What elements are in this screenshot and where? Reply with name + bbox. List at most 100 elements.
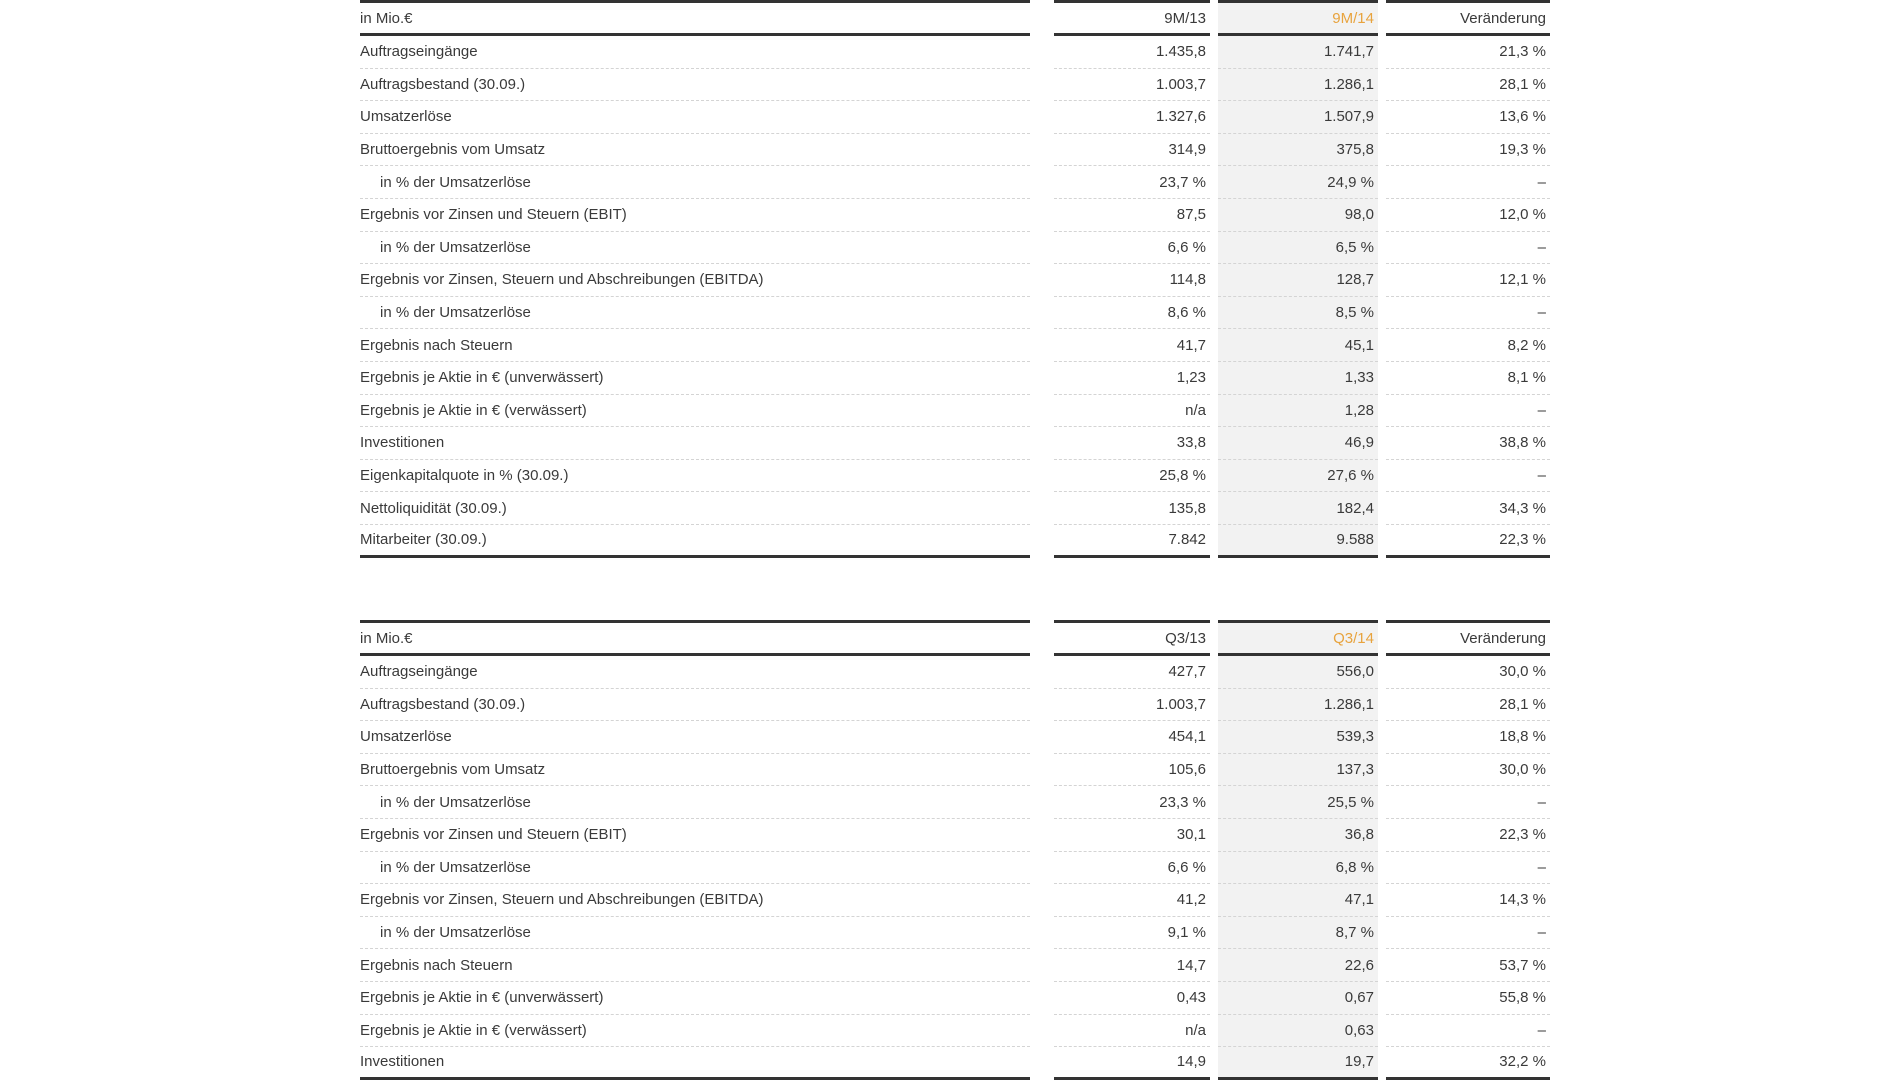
row-label: Ergebnis vor Zinsen und Steuern (EBIT): [360, 199, 1030, 232]
change-value: 28,1 %: [1386, 69, 1550, 102]
current-period-value: 8,5 %: [1218, 296, 1378, 330]
current-period-value: 1,28: [1218, 394, 1378, 428]
change-header: Veränderung: [1386, 620, 1550, 656]
table-row: Ergebnis je Aktie in € (unverwässert) 1,2…: [360, 361, 1550, 395]
row-label: Bruttoergebnis vom Umsatz: [360, 754, 1030, 787]
row-label: Bruttoergebnis vom Umsatz: [360, 134, 1030, 167]
current-period-header: 9M/14: [1218, 0, 1378, 36]
nine-months-key-figures-table: in Mio.€ 9M/13 9M/14 Veränderung Auftrag…: [360, 0, 1550, 558]
table-row: Mitarbeiter (30.09.) 7.842 9.588 22,3 %: [360, 524, 1550, 558]
current-period-value: 375,8: [1218, 133, 1378, 167]
prev-period-value: 33,8: [1054, 427, 1210, 460]
change-value: 55,8 %: [1386, 982, 1550, 1015]
row-label: Umsatzerlöse: [360, 101, 1030, 134]
change-value: 53,7 %: [1386, 949, 1550, 982]
change-value: 30,0 %: [1386, 656, 1550, 689]
prev-period-value: 14,7: [1054, 949, 1210, 982]
table-row: Ergebnis nach Steuern 14,7 22,6 53,7 %: [360, 949, 1550, 982]
unit-header: in Mio.€: [360, 620, 1030, 656]
table-row: Umsatzerlöse 1.327,6 1.507,9 13,6 %: [360, 101, 1550, 134]
current-period-value: 19,7: [1218, 1047, 1378, 1080]
current-period-value: 27,6 %: [1218, 459, 1378, 493]
current-period-value: 0,67: [1218, 981, 1378, 1015]
row-label: in % der Umsatzerlöse: [360, 917, 1030, 950]
change-value: 12,1 %: [1386, 264, 1550, 297]
row-label: Ergebnis je Aktie in € (verwässert): [360, 395, 1030, 428]
change-value: –: [1386, 232, 1550, 265]
current-period-value: 6,5 %: [1218, 231, 1378, 265]
row-label: in % der Umsatzerlöse: [360, 297, 1030, 330]
table-row: Auftragsbestand (30.09.) 1.003,7 1.286,1 28…: [360, 688, 1550, 722]
row-label: Umsatzerlöse: [360, 721, 1030, 754]
table-row: Investitionen 14,9 19,7 32,2 %: [360, 1047, 1550, 1080]
current-period-value: 1.286,1: [1218, 68, 1378, 102]
prev-period-value: 6,6 %: [1054, 232, 1210, 265]
table-row: in % der Umsatzerlöse 9,1 % 8,7 % –: [360, 916, 1550, 950]
change-value: 14,3 %: [1386, 884, 1550, 917]
table-row: Investitionen 33,8 46,9 38,8 %: [360, 427, 1550, 460]
prev-period-value: 8,6 %: [1054, 297, 1210, 330]
current-period-value: 556,0: [1218, 656, 1378, 689]
current-period-value: 46,9: [1218, 427, 1378, 460]
table-body: Auftragseingänge 1.435,8 1.741,7 21,3 % Auft…: [360, 36, 1550, 558]
table-row: in % der Umsatzerlöse 6,6 % 6,8 % –: [360, 851, 1550, 885]
prev-period-header: Q3/13: [1054, 620, 1210, 656]
change-value: 12,0 %: [1386, 199, 1550, 232]
prev-period-value: 135,8: [1054, 492, 1210, 525]
change-value: 34,3 %: [1386, 492, 1550, 525]
prev-period-value: 1.327,6: [1054, 101, 1210, 134]
row-label: in % der Umsatzerlöse: [360, 166, 1030, 199]
row-label: Ergebnis nach Steuern: [360, 329, 1030, 362]
prev-period-value: 1,23: [1054, 362, 1210, 395]
change-value: 22,3 %: [1386, 819, 1550, 852]
table-row: in % der Umsatzerlöse 8,6 % 8,5 % –: [360, 296, 1550, 330]
row-label: Ergebnis vor Zinsen und Steuern (EBIT): [360, 819, 1030, 852]
current-period-value: 9.588: [1218, 524, 1378, 558]
change-value: 32,2 %: [1386, 1047, 1550, 1080]
current-period-value: 539,3: [1218, 721, 1378, 754]
table-row: Ergebnis je Aktie in € (unverwässert) 0,4…: [360, 981, 1550, 1015]
row-label: Auftragsbestand (30.09.): [360, 69, 1030, 102]
change-value: 30,0 %: [1386, 754, 1550, 787]
change-value: 21,3 %: [1386, 36, 1550, 69]
change-value: 18,8 %: [1386, 721, 1550, 754]
current-period-value: 22,6: [1218, 949, 1378, 982]
change-value: –: [1386, 852, 1550, 885]
prev-period-value: 41,2: [1054, 884, 1210, 917]
prev-period-value: 7.842: [1054, 525, 1210, 558]
prev-period-value: 1.003,7: [1054, 69, 1210, 102]
change-value: –: [1386, 786, 1550, 819]
prev-period-value: 87,5: [1054, 199, 1210, 232]
row-label: Investitionen: [360, 1047, 1030, 1080]
row-label: Auftragsbestand (30.09.): [360, 689, 1030, 722]
row-label: in % der Umsatzerlöse: [360, 232, 1030, 265]
change-value: –: [1386, 166, 1550, 199]
prev-period-value: n/a: [1054, 395, 1210, 428]
change-value: –: [1386, 1015, 1550, 1048]
third-quarter-key-figures-table: in Mio.€ Q3/13 Q3/14 Veränderung Auftrag…: [360, 620, 1550, 1080]
change-value: –: [1386, 460, 1550, 493]
change-value: –: [1386, 297, 1550, 330]
table-row: Auftragsbestand (30.09.) 1.003,7 1.286,1 28…: [360, 68, 1550, 102]
row-label: Auftragseingänge: [360, 36, 1030, 69]
table-body: Auftragseingänge 427,7 556,0 30,0 % Auftrags…: [360, 656, 1550, 1080]
prev-period-value: n/a: [1054, 1015, 1210, 1048]
change-value: –: [1386, 917, 1550, 950]
current-period-value: 25,5 %: [1218, 786, 1378, 819]
change-value: 13,6 %: [1386, 101, 1550, 134]
prev-period-value: 0,43: [1054, 982, 1210, 1015]
change-value: –: [1386, 395, 1550, 428]
table-row: Ergebnis vor Zinsen, Steuern und Abschre…: [360, 264, 1550, 297]
current-period-value: 128,7: [1218, 264, 1378, 297]
row-label: Ergebnis nach Steuern: [360, 949, 1030, 982]
table-row: Ergebnis je Aktie in € (verwässert) n/a 1,…: [360, 394, 1550, 428]
current-period-value: 1.286,1: [1218, 688, 1378, 722]
row-label: Ergebnis je Aktie in € (unverwässert): [360, 362, 1030, 395]
table-row: in % der Umsatzerlöse 23,3 % 25,5 % –: [360, 786, 1550, 819]
current-period-value: 45,1: [1218, 329, 1378, 362]
current-period-value: 98,0: [1218, 198, 1378, 232]
row-label: Nettoliquidität (30.09.): [360, 492, 1030, 525]
table-row: Bruttoergebnis vom Umsatz 314,9 375,8 19,3 …: [360, 133, 1550, 167]
row-label: in % der Umsatzerlöse: [360, 852, 1030, 885]
change-value: 8,1 %: [1386, 362, 1550, 395]
